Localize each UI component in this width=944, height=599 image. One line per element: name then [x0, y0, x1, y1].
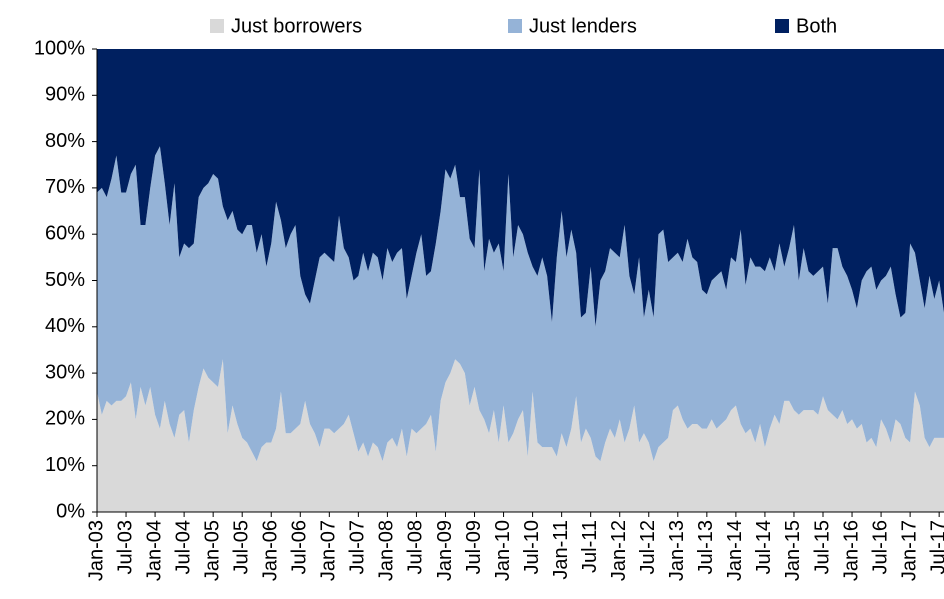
area	[97, 146, 944, 462]
legend-label: Just lenders	[529, 15, 637, 37]
legend-swatch	[508, 19, 522, 33]
y-tick-label: 20%	[45, 408, 85, 430]
x-tick-label: Jan-15	[782, 520, 804, 581]
y-tick-label: 70%	[45, 176, 85, 198]
x-tick-label: Jan-13	[666, 520, 688, 581]
x-tick-label: Jul-14	[753, 520, 775, 574]
x-tick-label: Jul-08	[405, 520, 427, 574]
y-tick-label: 50%	[45, 269, 85, 291]
x-tick-label: Jan-07	[318, 520, 340, 581]
y-tick-label: 90%	[45, 84, 85, 106]
x-tick-label: Jul-07	[347, 520, 369, 574]
x-tick-label: Jul-06	[289, 520, 311, 574]
legend-label: Just borrowers	[231, 15, 362, 37]
x-tick-label: Jan-06	[260, 520, 282, 581]
x-tick-label: Jan-08	[376, 520, 398, 581]
y-tick-label: 30%	[45, 361, 85, 383]
x-tick-label: Jan-03	[85, 520, 107, 581]
area	[97, 49, 944, 327]
y-tick-label: 60%	[45, 222, 85, 244]
y-tick-label: 0%	[56, 500, 85, 522]
x-tick-label: Jan-16	[840, 520, 862, 581]
y-tick-label: 40%	[45, 315, 85, 337]
x-tick-label: Jan-09	[434, 520, 456, 581]
x-tick-label: Jul-16	[869, 520, 891, 574]
y-tick-label: 10%	[45, 454, 85, 476]
x-tick-label: Jan-04	[143, 520, 165, 581]
x-tick-label: Jan-05	[201, 520, 223, 581]
x-tick-label: Jul-04	[172, 520, 194, 574]
x-tick-label: Jul-13	[695, 520, 717, 574]
area	[97, 359, 944, 512]
y-tick-label: 80%	[45, 130, 85, 152]
x-tick-label: Jul-12	[637, 520, 659, 574]
x-tick-label: Jan-11	[550, 520, 572, 580]
x-tick-label: Jan-12	[608, 520, 630, 581]
x-tick-label: Jul-17	[927, 520, 944, 574]
x-tick-label: Jan-17	[898, 520, 920, 581]
x-tick-label: Jul-09	[463, 520, 485, 574]
legend-label: Both	[796, 15, 837, 37]
y-tick-label: 100%	[34, 37, 85, 59]
x-tick-label: Jul-05	[230, 520, 252, 574]
legend-swatch	[775, 19, 789, 33]
legend-swatch	[210, 19, 224, 33]
x-tick-label: Jul-11	[579, 520, 601, 573]
x-tick-label: Jan-10	[492, 520, 514, 581]
x-tick-label: Jan-14	[724, 520, 746, 581]
x-tick-label: Jul-03	[114, 520, 136, 574]
x-tick-label: Jul-15	[811, 520, 833, 574]
x-tick-label: Jul-10	[521, 520, 543, 574]
